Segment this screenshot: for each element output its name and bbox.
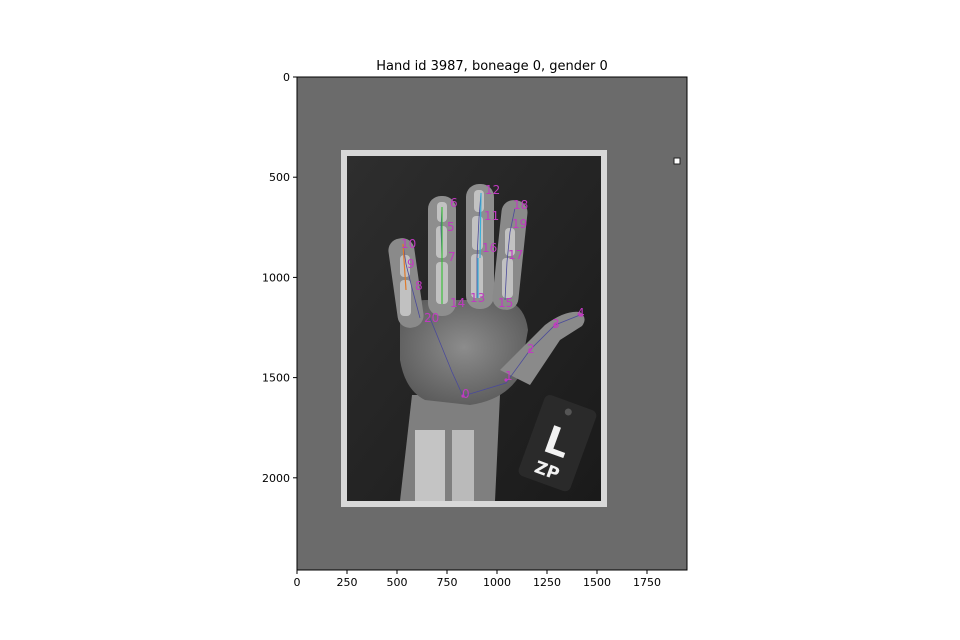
radius-bone [415,430,445,501]
kp-label-4: 4 [577,306,585,320]
kp-label-10: 10 [401,237,416,251]
x-tick-label: 1000 [483,576,511,589]
kp-label-2: 2 [527,342,535,356]
y-tick-label: 1000 [262,271,290,284]
x-tick-label: 250 [337,576,358,589]
x-tick-label: 1500 [583,576,611,589]
kp-label-14: 14 [450,296,465,310]
xray-image: 0 1 2 3 4 5 6 7 8 9 10 11 12 13 14 15 16… [297,77,687,570]
keypoint-labels: 0 1 2 3 4 5 6 7 8 9 10 11 12 13 14 15 16… [401,183,585,401]
kp-label-7: 7 [448,250,456,264]
palm-shape [400,300,528,405]
kp-label-18: 18 [513,198,528,212]
x-tick-label: 500 [387,576,408,589]
kp-label-6: 6 [450,196,458,210]
x-axis: 0 250 500 750 1000 1250 1500 1750 [294,570,661,589]
kp-label-8: 8 [415,279,423,293]
x-tick-label: 0 [294,576,301,589]
ulna-bone [452,430,474,501]
kp-label-12: 12 [485,183,500,197]
kp-label-17: 17 [508,248,523,262]
thumb-shape [500,311,585,385]
y-axis: 0 500 1000 1500 2000 [262,71,297,485]
kp-label-5: 5 [447,220,455,234]
figure-title: Hand id 3987, boneage 0, gender 0 [376,59,608,74]
y-tick-label: 1500 [262,372,290,385]
kp-label-3: 3 [552,317,560,331]
kp-label-9: 9 [407,257,415,271]
kp-label-15: 15 [498,296,513,310]
side-marker-tag: L ZP [518,395,597,492]
kp-label-16: 16 [482,241,497,255]
kp-label-19: 19 [512,217,527,231]
axes-frame [296,76,688,571]
film-marker-square [673,157,681,165]
x-tick-label: 1750 [633,576,661,589]
y-tick-label: 2000 [262,472,290,485]
keypoint-markers [402,192,582,398]
kp-label-13: 13 [470,291,485,305]
x-tick-label: 1250 [533,576,561,589]
kp-label-11: 11 [484,209,499,223]
kp-label-20: 20 [424,311,439,325]
y-tick-label: 500 [269,171,290,184]
x-tick-label: 750 [437,576,458,589]
y-tick-label: 0 [283,71,290,84]
kp-label-1: 1 [505,369,513,383]
kp-label-0: 0 [462,387,470,401]
